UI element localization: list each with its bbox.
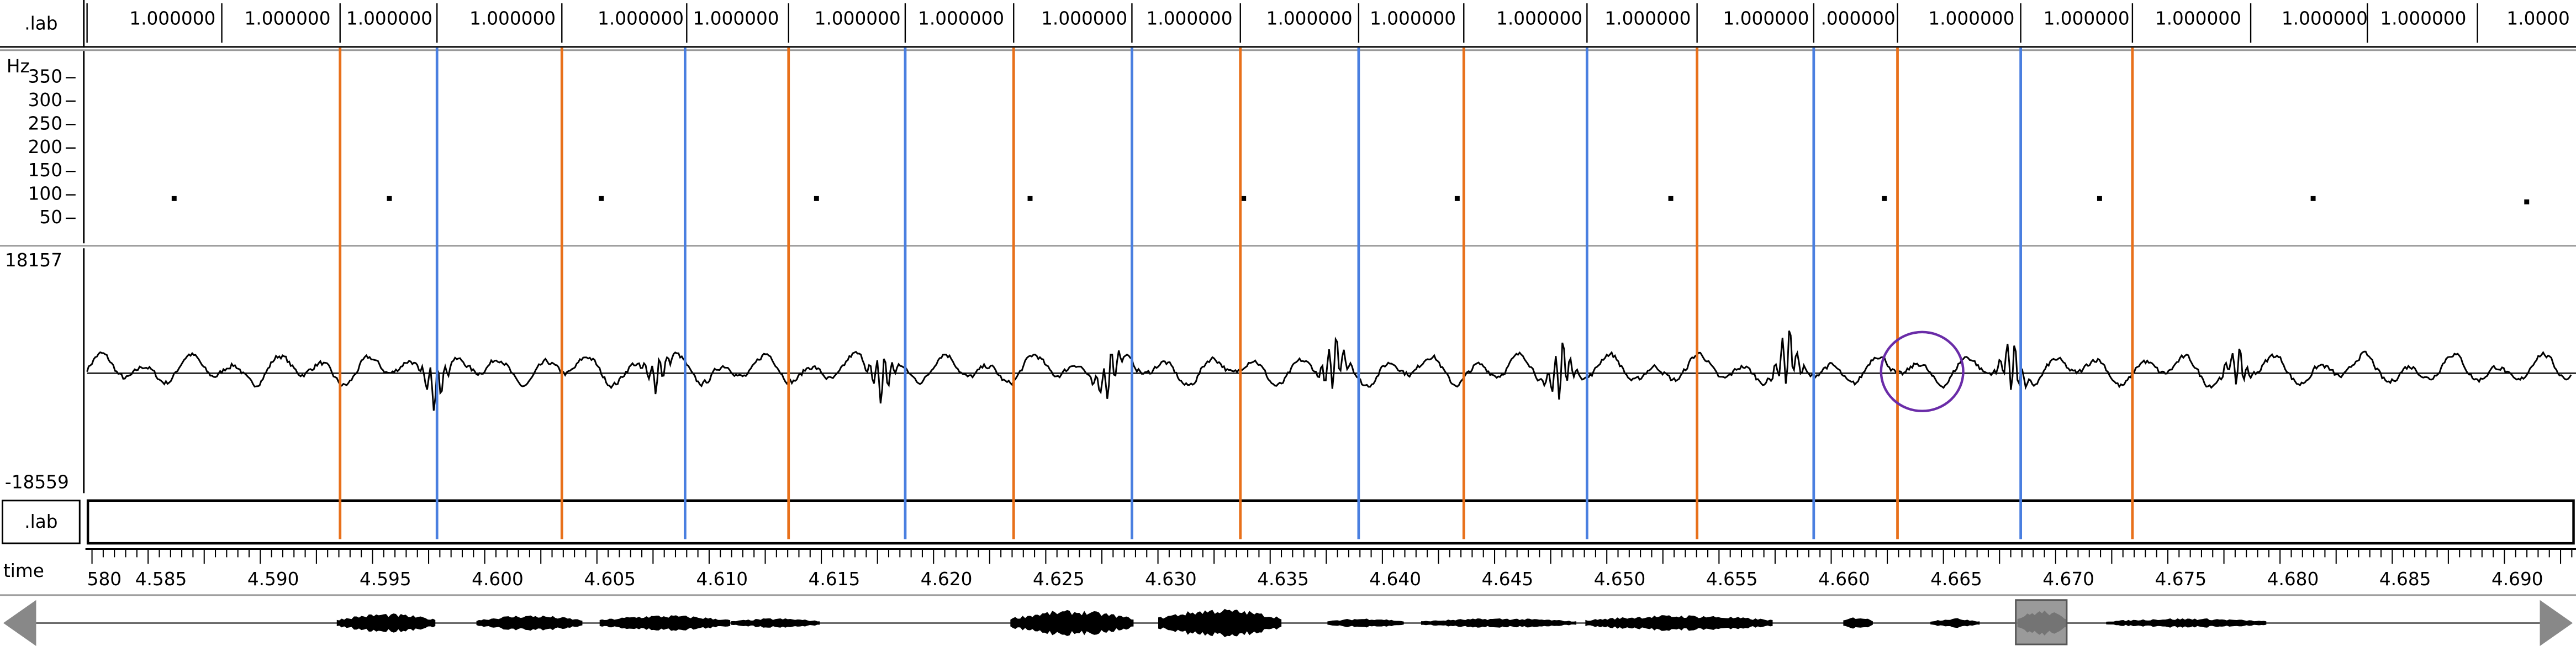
top-tier[interactable]: 1.000000 1.000000 1.000000 1.000000 1.000000… bbox=[86, 3, 2570, 43]
tier-label[interactable]: 1.000000 bbox=[815, 8, 901, 29]
overview-blob bbox=[2106, 618, 2267, 628]
time-label: 4.605 bbox=[584, 569, 636, 590]
tier-name[interactable]: .lab bbox=[24, 511, 57, 532]
tier-label[interactable]: 1.000000 bbox=[2044, 8, 2130, 29]
wave-min: -18559 bbox=[5, 472, 69, 493]
pitch-point bbox=[2097, 196, 2102, 201]
time-label: 4.615 bbox=[809, 569, 861, 590]
highlight-circle bbox=[1880, 330, 1965, 412]
wave-max: 18157 bbox=[5, 250, 62, 271]
overview-blob bbox=[1327, 618, 1404, 628]
pitch-tick-label: 350 bbox=[28, 66, 62, 87]
tier-label[interactable]: 1.000000 bbox=[245, 8, 331, 29]
pitch-point bbox=[387, 196, 392, 201]
tier-label[interactable]: .000000 bbox=[1821, 8, 1896, 29]
time-label: 4.690 bbox=[2491, 569, 2543, 590]
pitch-point bbox=[1454, 196, 1460, 201]
overview-blob bbox=[476, 615, 583, 631]
pitch-point bbox=[1241, 196, 1247, 201]
time-label: 4.630 bbox=[1145, 569, 1197, 590]
pitch-point bbox=[1027, 196, 1033, 201]
tier-label[interactable]: 1.000000 bbox=[129, 8, 215, 29]
tier-label[interactable]: 1.000000 bbox=[918, 8, 1004, 29]
pitch-point bbox=[2524, 199, 2530, 204]
scroll-right[interactable] bbox=[2540, 600, 2573, 647]
pitch-tick-label: 300 bbox=[28, 90, 62, 111]
pitch-point bbox=[1882, 196, 1887, 201]
time-label: 4.675 bbox=[2155, 569, 2207, 590]
tier-label[interactable]: 1.000000 bbox=[2282, 8, 2368, 29]
overview-blob bbox=[1158, 608, 1282, 637]
tier-label[interactable]: 1.000000 bbox=[1041, 8, 1127, 29]
time-label: 4.645 bbox=[1482, 569, 1534, 590]
overview bbox=[336, 608, 2267, 637]
time-label: 4.655 bbox=[1706, 569, 1758, 590]
tier-label[interactable]: 1.000000 bbox=[1496, 8, 1582, 29]
overview-blob bbox=[1421, 618, 1577, 628]
tier-label[interactable]: 1.000000 bbox=[2155, 8, 2241, 29]
overview-blob bbox=[599, 615, 731, 631]
tier-label[interactable]: 1.000000 bbox=[1370, 8, 1456, 29]
time-label: 4.620 bbox=[921, 569, 973, 590]
pitch-unit: Hz bbox=[7, 56, 30, 77]
time-label: 4.685 bbox=[2379, 569, 2431, 590]
overview-blob bbox=[1585, 615, 1773, 631]
pitch-tick-label: 250 bbox=[28, 113, 62, 134]
time-label: 4.610 bbox=[696, 569, 748, 590]
time-label: 4.680 bbox=[2267, 569, 2319, 590]
axis-name: time bbox=[3, 560, 44, 581]
pitch-point bbox=[814, 196, 819, 201]
pitch-point bbox=[599, 196, 604, 201]
tier-area[interactable] bbox=[86, 499, 2575, 545]
time-axis: 580 4.585 4.590 4.595 4.600 4.605 4.610 4.615 4.… bbox=[87, 549, 2573, 590]
tier-label[interactable]: 1.000000 bbox=[1147, 8, 1233, 29]
tier-label[interactable]: 1.000000 bbox=[1928, 8, 2014, 29]
time-label: 580 bbox=[87, 569, 122, 590]
tier-label[interactable]: 1.0000 bbox=[2506, 8, 2569, 29]
tier-box[interactable] bbox=[1, 500, 81, 544]
time-label: 4.595 bbox=[360, 569, 411, 590]
tier-label[interactable]: 1.000000 bbox=[346, 8, 432, 29]
pitch-tick-label: 50 bbox=[39, 207, 62, 228]
tier-label[interactable]: 1.000000 bbox=[469, 8, 556, 29]
time-label: 4.585 bbox=[135, 569, 187, 590]
overview-blob bbox=[1010, 610, 1134, 636]
tier-label[interactable]: 1.000000 bbox=[1604, 8, 1691, 29]
waveform bbox=[86, 330, 2572, 411]
pitch-tick-label: 200 bbox=[28, 136, 62, 158]
time-label: 4.650 bbox=[1594, 569, 1646, 590]
pitch-point bbox=[1668, 196, 1674, 201]
time-label: 4.625 bbox=[1033, 569, 1085, 590]
time-label: 4.590 bbox=[247, 569, 299, 590]
pitch-point bbox=[171, 196, 177, 201]
overview-blob bbox=[731, 618, 820, 628]
time-label: 4.665 bbox=[1930, 569, 1982, 590]
time-label: 4.660 bbox=[1818, 569, 1870, 590]
overview-blob bbox=[336, 613, 436, 633]
tier-label[interactable]: 1.000000 bbox=[1723, 8, 1809, 29]
time-label: 4.635 bbox=[1257, 569, 1309, 590]
pitch-point bbox=[2310, 196, 2316, 201]
scroll-left[interactable] bbox=[3, 600, 36, 647]
tier-label[interactable]: 1.000000 bbox=[2380, 8, 2466, 29]
overview-blob bbox=[1843, 617, 1873, 629]
time-label: 4.600 bbox=[472, 569, 524, 590]
pitch-tick-label: 150 bbox=[28, 160, 62, 181]
tier-label[interactable]: 1.000000 bbox=[693, 8, 779, 29]
time-label: 4.670 bbox=[2042, 569, 2094, 590]
time-label: 4.640 bbox=[1369, 569, 1421, 590]
tier-label[interactable]: 1.000000 bbox=[1266, 8, 1353, 29]
tier-name[interactable]: .lab bbox=[24, 13, 57, 34]
boundaries bbox=[339, 48, 2134, 539]
tier-label[interactable]: 1.000000 bbox=[598, 8, 684, 29]
scroll-thumb[interactable] bbox=[2015, 599, 2068, 645]
pitch-tick-label: 100 bbox=[28, 183, 62, 204]
